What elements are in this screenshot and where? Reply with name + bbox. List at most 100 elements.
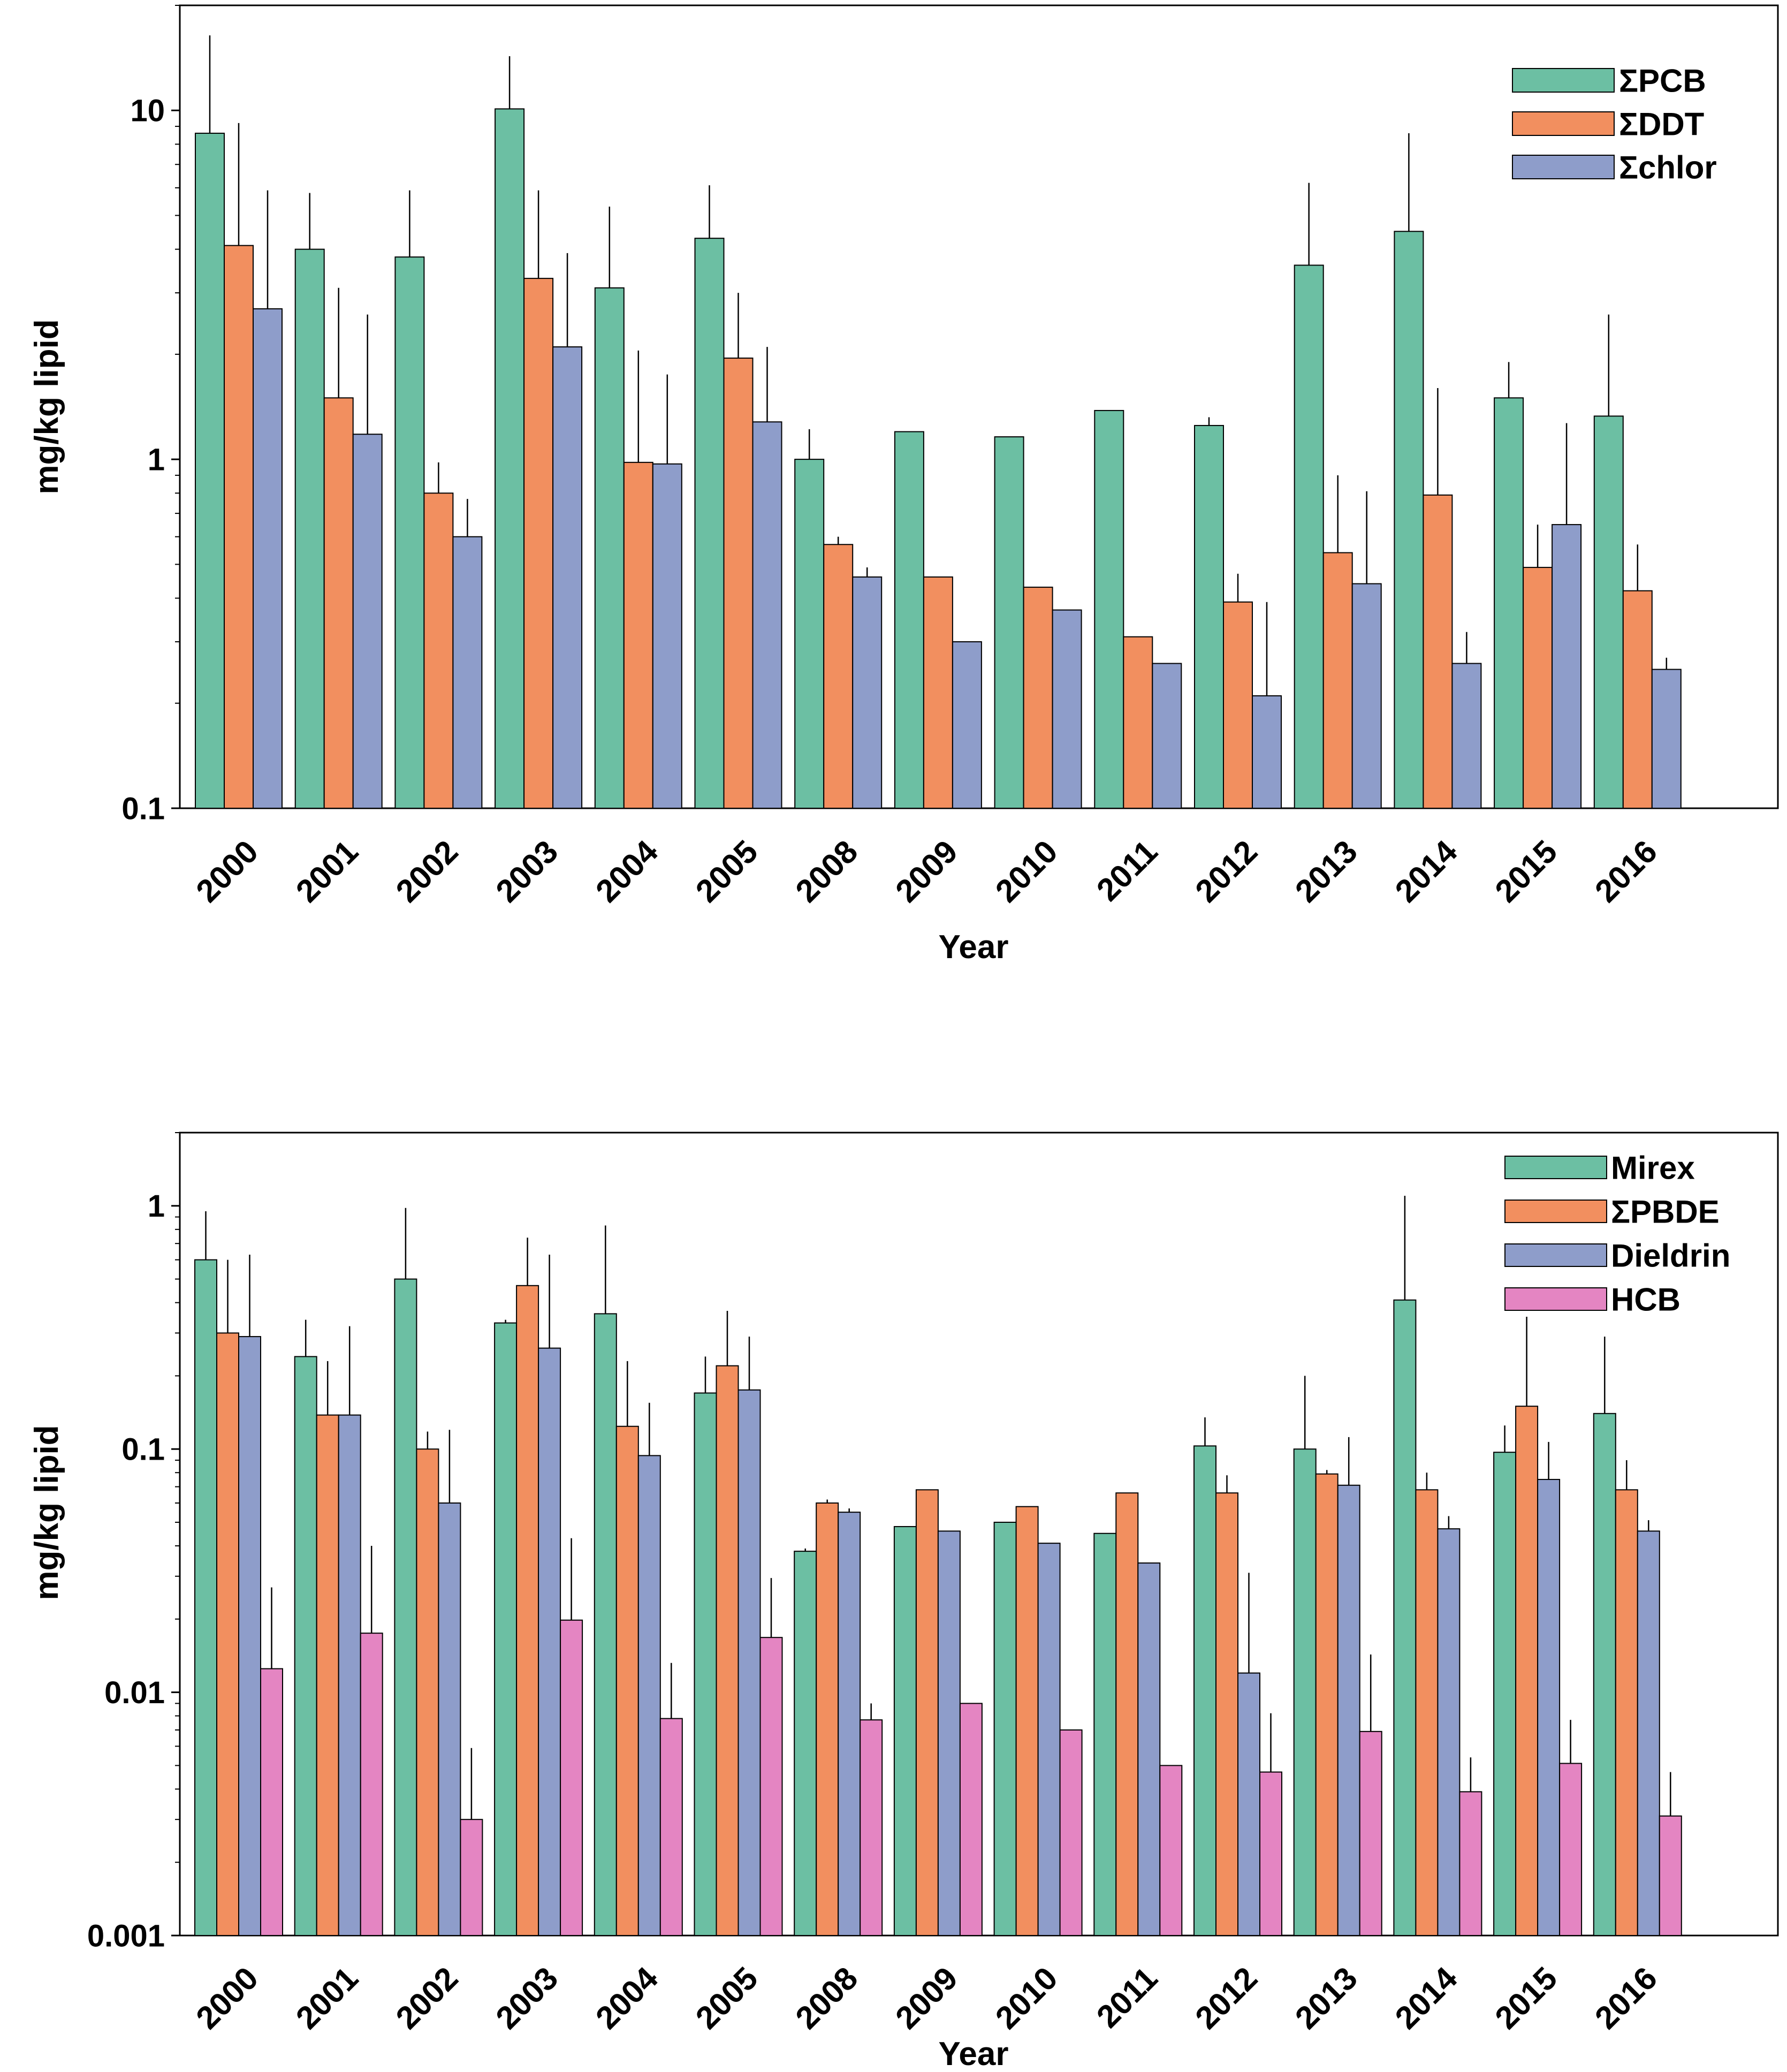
bar (360, 1633, 383, 1936)
bar (716, 1365, 739, 1937)
bar (1451, 663, 1482, 809)
bar (560, 1619, 583, 1936)
bar (1637, 1530, 1660, 1936)
bar (194, 1259, 217, 1936)
bar (253, 308, 283, 809)
bar (1152, 663, 1182, 809)
bar (1059, 1729, 1083, 1936)
bar (652, 463, 682, 809)
bar (952, 641, 982, 809)
legend-label: Dieldrin (1611, 1238, 1730, 1274)
bar (852, 576, 883, 809)
bar (1037, 1543, 1061, 1937)
bar (1393, 1299, 1417, 1936)
bar (694, 1392, 717, 1936)
bar (1115, 1492, 1139, 1936)
bar (1394, 231, 1424, 809)
bar (1337, 1484, 1360, 1936)
bar (1459, 1791, 1482, 1937)
bar (923, 576, 953, 809)
legend-label: ΣPCB (1619, 63, 1706, 99)
bar (523, 278, 554, 809)
bar (1223, 601, 1253, 809)
legend-swatch (1504, 1287, 1607, 1311)
x-axis-title: Year (938, 2036, 1008, 2072)
bar (1537, 1478, 1561, 1936)
legend-swatch (1504, 1156, 1607, 1179)
bar (794, 1551, 817, 1936)
bar (893, 1526, 917, 1936)
bar (1515, 1406, 1539, 1936)
bar (1593, 1413, 1616, 1937)
bar (860, 1719, 883, 1936)
y-tick-label: 0.01 (104, 1675, 165, 1710)
bar (915, 1489, 939, 1936)
y-tick-label: 0.1 (121, 1432, 165, 1467)
bar (994, 436, 1024, 809)
bar (937, 1530, 961, 1936)
bar (1137, 1562, 1161, 1936)
bar (238, 1336, 261, 1936)
bar (423, 492, 454, 809)
legend-label: ΣDDT (1619, 107, 1704, 142)
bar (260, 1668, 283, 1936)
bar (816, 1502, 839, 1937)
bar (1437, 1528, 1461, 1936)
bar (1294, 264, 1324, 809)
bar (1159, 1765, 1183, 1936)
bar (416, 1448, 439, 1936)
bar (338, 1414, 361, 1936)
bar (1351, 583, 1382, 809)
bar (394, 1278, 417, 1936)
y-tick-label: 1 (148, 442, 165, 477)
bar (1023, 587, 1053, 809)
bar (394, 256, 425, 809)
bar (438, 1502, 461, 1937)
bar (594, 1313, 617, 1937)
bar (1494, 397, 1524, 809)
bar (1094, 409, 1124, 809)
legend-swatch (1512, 68, 1615, 93)
bar (494, 1322, 518, 1936)
bar (1659, 1815, 1682, 1936)
bar (838, 1512, 861, 1936)
bar (823, 544, 854, 809)
bar (615, 1425, 639, 1937)
bar (623, 461, 653, 809)
bar (637, 1455, 661, 1936)
legend-label: ΣPBDE (1611, 1194, 1720, 1230)
bar (1315, 1473, 1339, 1937)
bar (516, 1285, 539, 1936)
y-tick-label: 0.1 (121, 791, 165, 826)
bar (323, 397, 354, 809)
bar (1193, 1445, 1216, 1936)
bar (1593, 415, 1624, 809)
bar (352, 434, 383, 809)
bar (723, 358, 754, 809)
legend-label: Σchlor (1619, 150, 1717, 186)
bar (1237, 1672, 1260, 1937)
y-tick-label: 0.001 (87, 1918, 165, 1953)
bar (659, 1718, 683, 1936)
bar (1615, 1489, 1638, 1936)
bar (1359, 1731, 1382, 1937)
bar (316, 1414, 339, 1936)
bar (452, 536, 483, 809)
bar (495, 108, 525, 809)
bar (1093, 1532, 1117, 1936)
bar (1259, 1771, 1282, 1936)
bar (224, 245, 254, 809)
bar (694, 238, 725, 809)
bar (759, 1637, 783, 1937)
legend-swatch (1512, 111, 1615, 136)
bar (894, 431, 924, 809)
bar (1322, 552, 1353, 809)
bar (1215, 1492, 1238, 1936)
bar (294, 248, 325, 809)
legend-swatch (1504, 1200, 1607, 1223)
bar (538, 1347, 561, 1937)
bar (1493, 1452, 1517, 1936)
bar (1252, 695, 1282, 809)
bar (216, 1332, 239, 1937)
